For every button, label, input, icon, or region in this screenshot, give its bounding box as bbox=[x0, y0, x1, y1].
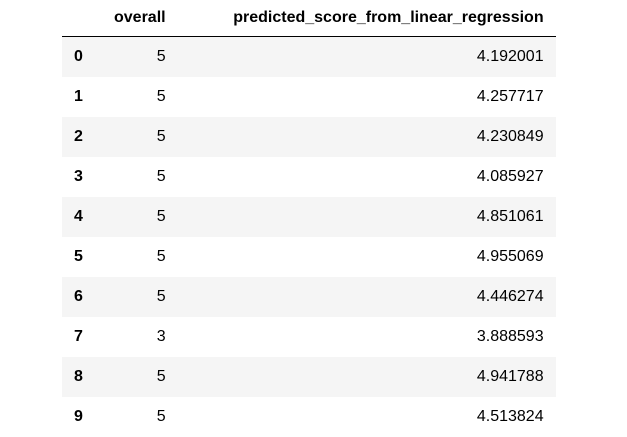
row-index: 4 bbox=[74, 208, 83, 225]
cell-predicted-score: 4.851061 bbox=[476, 208, 544, 225]
cell-overall: 5 bbox=[156, 48, 166, 65]
row-index: 8 bbox=[74, 368, 83, 385]
table-row: 6 5 4.446274 bbox=[62, 277, 556, 317]
table-row: 4 5 4.851061 bbox=[62, 197, 556, 237]
table-row: 9 5 4.513824 bbox=[62, 397, 556, 437]
cell-predicted-score: 4.230849 bbox=[476, 128, 544, 145]
cell-predicted-score: 4.513824 bbox=[476, 408, 544, 425]
cell-predicted-score: 4.955069 bbox=[476, 248, 544, 265]
header-row: overall predicted_score_from_linear_regr… bbox=[62, 0, 556, 37]
cell-overall: 5 bbox=[156, 288, 166, 305]
table-row: 0 5 4.192001 bbox=[62, 36, 556, 77]
cell-overall: 3 bbox=[156, 328, 166, 345]
row-index: 5 bbox=[74, 248, 83, 265]
table-body: 0 5 4.192001 1 5 4.257717 2 5 4.230849 3… bbox=[62, 36, 556, 437]
table-row: 3 5 4.085927 bbox=[62, 157, 556, 197]
cell-overall: 5 bbox=[156, 408, 166, 425]
column-header-overall: overall bbox=[102, 0, 178, 37]
cell-predicted-score: 4.085927 bbox=[476, 168, 544, 185]
cell-predicted-score: 4.446274 bbox=[476, 288, 544, 305]
row-index: 9 bbox=[74, 408, 83, 425]
table-header: overall predicted_score_from_linear_regr… bbox=[62, 0, 556, 37]
table-row: 2 5 4.230849 bbox=[62, 117, 556, 157]
index-header bbox=[62, 0, 102, 37]
cell-overall: 5 bbox=[156, 208, 166, 225]
cell-overall: 5 bbox=[156, 248, 166, 265]
table-row: 5 5 4.955069 bbox=[62, 237, 556, 277]
cell-overall: 5 bbox=[156, 88, 166, 105]
cell-predicted-score: 4.941788 bbox=[476, 368, 544, 385]
row-index: 7 bbox=[74, 328, 83, 345]
table-row: 7 3 3.888593 bbox=[62, 317, 556, 357]
cell-overall: 5 bbox=[156, 368, 166, 385]
row-index: 3 bbox=[74, 168, 83, 185]
cell-predicted-score: 4.257717 bbox=[476, 88, 544, 105]
row-index: 1 bbox=[74, 88, 83, 105]
row-index: 6 bbox=[74, 288, 83, 305]
row-index: 2 bbox=[74, 128, 83, 145]
cell-predicted-score: 3.888593 bbox=[476, 328, 544, 345]
row-index: 0 bbox=[74, 48, 83, 65]
cell-overall: 5 bbox=[156, 168, 166, 185]
table-row: 1 5 4.257717 bbox=[62, 77, 556, 117]
cell-overall: 5 bbox=[156, 128, 166, 145]
dataframe-table: overall predicted_score_from_linear_regr… bbox=[62, 0, 556, 437]
cell-predicted-score: 4.192001 bbox=[476, 48, 544, 65]
column-header-predicted-score: predicted_score_from_linear_regression bbox=[177, 0, 556, 37]
table-row: 8 5 4.941788 bbox=[62, 357, 556, 397]
